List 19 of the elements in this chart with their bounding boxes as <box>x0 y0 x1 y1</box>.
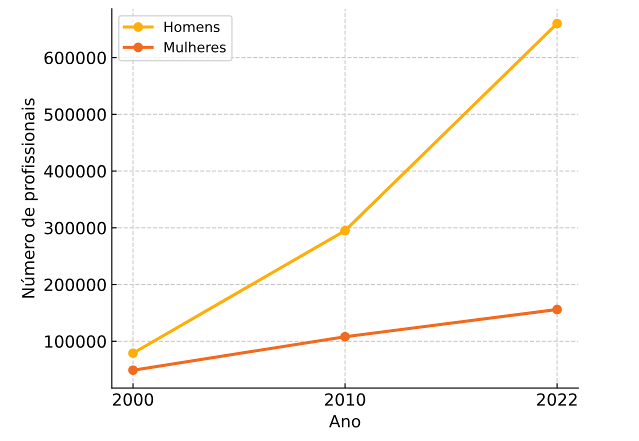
x-axis-title: Ano <box>329 415 360 428</box>
y-tick-label: 600000 <box>44 52 106 64</box>
y-tick-label: 300000 <box>44 222 106 234</box>
point <box>340 332 350 342</box>
y-tick-label: 500000 <box>44 108 106 121</box>
legend-label: Mulheres <box>164 42 226 52</box>
y-axis-title: Número de profissionais <box>20 98 38 298</box>
point <box>552 18 562 28</box>
x-tick-label: 2000 <box>113 393 154 406</box>
legend-label: Homens <box>164 22 220 32</box>
y-tick-label: 400000 <box>44 165 106 178</box>
point <box>552 304 562 314</box>
y-tick-label: 100000 <box>45 335 106 348</box>
x-tick-label: 2010 <box>325 393 366 406</box>
point <box>128 365 138 376</box>
x-tick-label: 2022 <box>537 393 577 406</box>
point <box>128 348 138 358</box>
y-tick-label: 200000 <box>44 278 106 292</box>
point <box>340 226 350 236</box>
